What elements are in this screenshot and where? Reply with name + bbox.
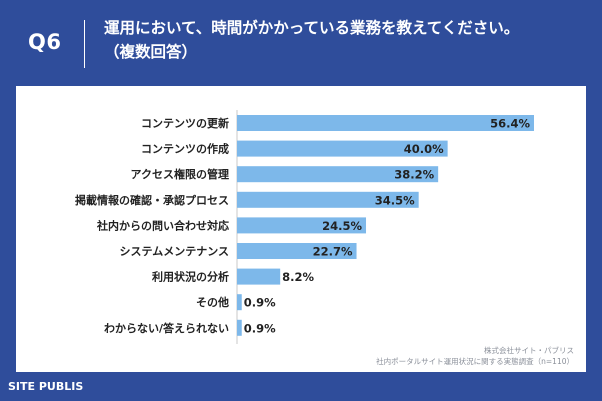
bar — [237, 268, 281, 285]
header: Q6 運用において、時間がかかっている業務を教えてください。 （複数回答） — [0, 0, 602, 84]
value-label: 24.5% — [322, 219, 362, 233]
value-label: 8.2% — [282, 270, 314, 284]
value-label: 34.5% — [375, 193, 415, 207]
source-company: 株式会社サイト・パブリス — [484, 346, 574, 355]
category-label: 社内からの問い合わせ対応 — [96, 218, 229, 232]
category-label: 掲載情報の確認・承認プロセス — [75, 193, 229, 207]
bar — [237, 166, 439, 183]
category-label: システムメンテナンス — [120, 245, 229, 258]
question-title: 運用において、時間がかかっている業務を教えてください。 （複数回答） — [104, 16, 519, 64]
value-label: 0.9% — [244, 296, 276, 310]
question-title-line2: （複数回答） — [104, 43, 198, 61]
bar — [237, 243, 357, 259]
category-label: わからない/答えられない — [104, 321, 229, 335]
value-label: 0.9% — [244, 321, 276, 335]
bar — [237, 319, 242, 336]
bar — [237, 294, 242, 311]
source-note: 株式会社サイト・パブリス 社内ポータルサイト運用状況に関する実態調査（n=110… — [314, 345, 574, 367]
value-label: 40.0% — [404, 142, 444, 156]
category-label: コンテンツの作成 — [141, 142, 229, 156]
bar — [237, 191, 419, 208]
category-label: その他 — [196, 295, 229, 309]
question-number: Q6 — [28, 30, 62, 54]
chart-card: コンテンツの更新 56.4% コンテンツの作成 40.0% アクセス権限の管理 38.2%… — [16, 86, 586, 372]
value-label: 22.7% — [313, 245, 353, 259]
category-label: 利用状況の分析 — [152, 270, 229, 284]
brand-logo: SITE PUBLIS — [8, 380, 84, 393]
header-divider — [84, 20, 85, 68]
source-survey: 社内ポータルサイト運用状況に関する実態調査（n=110） — [376, 357, 574, 366]
brand-tab: SITE PUBLIS — [0, 374, 86, 401]
value-label: 56.4% — [490, 117, 530, 131]
bar — [237, 217, 367, 234]
bar — [237, 140, 448, 157]
question-title-line1: 運用において、時間がかかっている業務を教えてください。 — [104, 19, 520, 37]
bar-chart: コンテンツの更新 56.4% コンテンツの作成 40.0% アクセス権限の管理 38.2%… — [75, 110, 534, 344]
category-label: コンテンツの更新 — [141, 116, 229, 130]
category-label: アクセス権限の管理 — [131, 167, 229, 181]
value-label: 38.2% — [394, 168, 434, 182]
bar — [237, 115, 534, 131]
